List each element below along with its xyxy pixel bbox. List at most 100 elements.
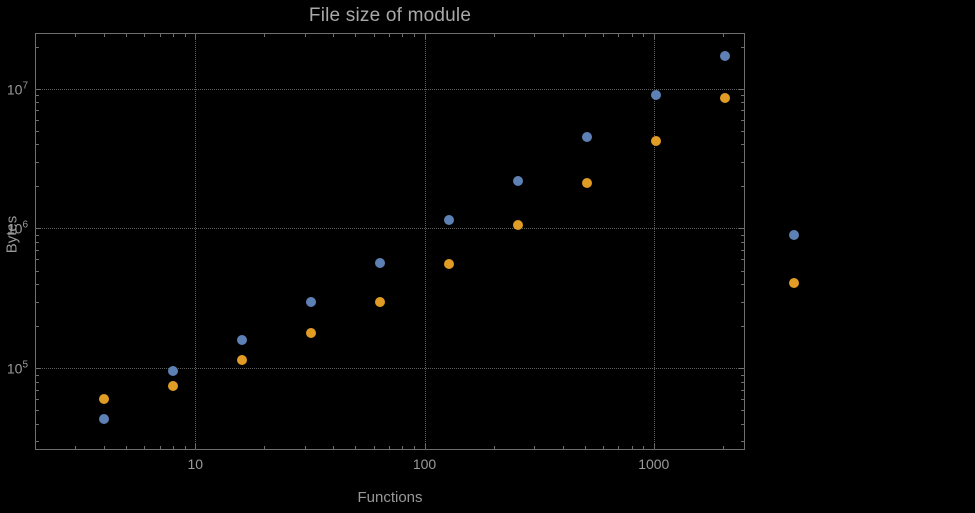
y-tick — [741, 410, 744, 412]
y-tick — [741, 144, 744, 146]
y-tick — [741, 381, 744, 383]
x-tick — [631, 446, 633, 449]
x-tick — [618, 446, 620, 449]
x-tick — [304, 34, 306, 37]
y-tick — [36, 410, 39, 412]
x-tick — [159, 446, 161, 449]
data-point-series-1 — [237, 334, 248, 345]
data-point-series-2 — [720, 93, 731, 104]
x-tick — [618, 34, 620, 37]
x-tick — [562, 34, 564, 37]
x-tick — [126, 34, 128, 37]
y-tick — [741, 119, 744, 121]
y-tick — [36, 161, 39, 163]
x-tick — [104, 34, 105, 37]
data-point-series-2 — [237, 354, 248, 365]
data-point-series-2 — [444, 258, 455, 269]
data-point-series-2 — [375, 296, 386, 307]
x-tick — [144, 446, 146, 449]
y-tick — [741, 259, 744, 261]
x-axis-label: Functions — [357, 489, 423, 506]
x-tick — [184, 446, 186, 449]
y-tick — [36, 130, 39, 132]
x-tick — [373, 34, 375, 37]
x-tick — [75, 34, 77, 37]
x-tick — [264, 34, 266, 37]
x-tick — [424, 34, 426, 39]
y-tick — [36, 88, 41, 90]
y-tick — [741, 389, 744, 391]
data-point-series-2 — [306, 327, 317, 338]
y-tick — [741, 284, 744, 286]
y-tick-label: 107 — [6, 80, 28, 97]
data-point-series-1 — [651, 90, 662, 101]
x-tick — [602, 34, 604, 37]
x-tick — [402, 34, 404, 37]
x-tick — [195, 444, 197, 449]
y-tick — [36, 144, 39, 146]
y-tick — [741, 301, 744, 303]
x-tick — [414, 446, 416, 449]
y-tick — [741, 270, 744, 272]
y-tick — [36, 270, 39, 272]
y-tick — [741, 423, 744, 425]
x-tick — [75, 446, 77, 449]
y-tick — [36, 234, 39, 236]
y-gridline — [35, 228, 745, 230]
y-tick — [36, 389, 39, 391]
y-tick-label: 105 — [6, 359, 28, 377]
x-tick — [195, 34, 197, 39]
y-tick — [36, 259, 39, 261]
x-tick — [653, 34, 655, 39]
y-tick — [36, 399, 39, 401]
data-point-series-2 — [582, 178, 593, 189]
x-tick — [402, 446, 404, 449]
x-tick — [643, 446, 645, 449]
y-tick — [36, 228, 41, 230]
y-tick — [741, 250, 744, 252]
y-tick — [36, 368, 41, 370]
data-point-series-1 — [582, 132, 593, 143]
y-tick — [741, 186, 744, 188]
data-point-series-2 — [99, 394, 109, 405]
data-point-series-2 — [513, 220, 524, 231]
y-gridline — [35, 88, 745, 90]
data-point-series-1 — [513, 175, 524, 186]
y-tick — [741, 46, 744, 48]
y-tick — [739, 368, 744, 370]
y-tick — [741, 110, 744, 112]
y-tick — [36, 250, 39, 252]
x-tick — [533, 446, 535, 449]
data-point-series-2 — [168, 380, 179, 391]
chart-title: File size of module — [308, 5, 472, 26]
y-tick — [36, 381, 39, 383]
x-tick — [533, 34, 535, 37]
data-point-series-2 — [651, 136, 662, 147]
x-tick — [388, 446, 390, 449]
x-tick — [584, 446, 586, 449]
x-tick — [126, 446, 128, 449]
y-tick — [36, 95, 39, 97]
data-point-series-1 — [168, 366, 179, 377]
x-tick — [602, 446, 604, 449]
x-tick — [414, 34, 416, 37]
y-tick — [741, 95, 744, 97]
x-gridline — [195, 33, 197, 450]
x-tick — [388, 34, 390, 37]
x-tick — [643, 34, 645, 37]
y-tick — [739, 88, 744, 90]
x-tick-label: 100 — [412, 456, 437, 472]
data-point-series-1 — [720, 51, 731, 62]
data-point-series-1 — [99, 414, 109, 425]
x-gridline — [424, 33, 426, 450]
x-tick — [144, 34, 146, 37]
y-tick — [36, 186, 39, 188]
x-tick — [631, 34, 633, 37]
y-tick — [36, 301, 39, 303]
x-tick — [424, 444, 426, 449]
data-point-series-1 — [789, 229, 800, 240]
y-tick-label: 106 — [6, 220, 28, 237]
x-tick — [653, 444, 655, 449]
data-point-series-2 — [789, 277, 800, 288]
x-tick — [722, 446, 724, 449]
